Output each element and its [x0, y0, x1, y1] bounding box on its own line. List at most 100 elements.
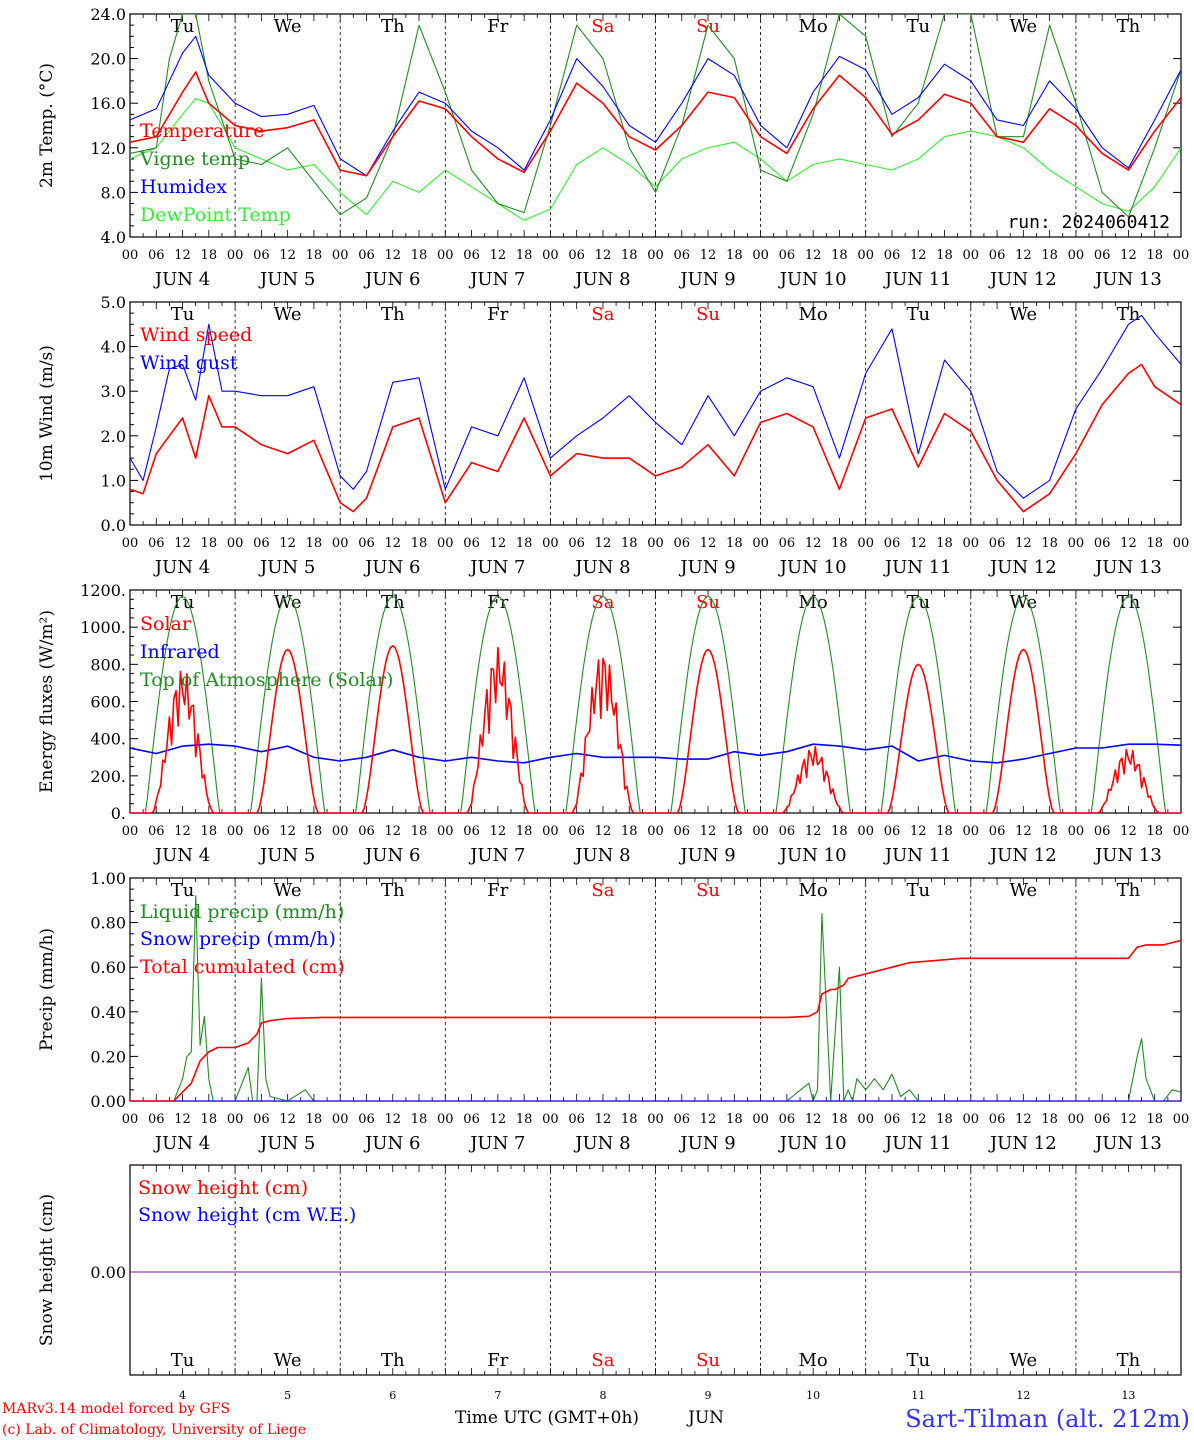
hour-tick-label: 00 — [122, 536, 139, 551]
day-name: We — [274, 304, 302, 325]
y-tick-label: 0.0 — [101, 516, 126, 535]
hour-tick-label: 12 — [700, 536, 717, 551]
hour-tick-label: 00 — [542, 1112, 559, 1127]
y-tick-label: 16.0 — [90, 94, 126, 113]
y-tick-label: 8.0 — [101, 183, 126, 202]
hour-tick-label: 00 — [1068, 536, 1085, 551]
hour-tick-label: 06 — [463, 1112, 480, 1127]
y-axis-label: 10m Wind (m/s) — [37, 345, 57, 482]
series-line-total-cumulated-cm — [130, 939, 1181, 1101]
day-name: Su — [696, 880, 720, 901]
hour-tick-label: 06 — [674, 824, 691, 839]
day-name: Su — [696, 1350, 720, 1371]
hour-tick-label: 18 — [201, 824, 218, 839]
day-number: 7 — [494, 1389, 501, 1402]
hour-tick-label: 12 — [1015, 536, 1032, 551]
day-name: Tu — [906, 592, 930, 613]
hour-tick-label: 12 — [279, 824, 296, 839]
hour-tick-label: 18 — [411, 1112, 428, 1127]
hour-tick-label: 06 — [1094, 248, 1111, 263]
legend-entry: Infrared — [140, 641, 220, 663]
day-name: Su — [696, 304, 720, 325]
series-line-temperature — [130, 71, 1181, 177]
hour-tick-label: 12 — [174, 248, 191, 263]
hour-tick-label: 12 — [384, 536, 401, 551]
hour-tick-label: 00 — [437, 1112, 454, 1127]
day-name: We — [274, 1350, 302, 1371]
y-tick-label: 5.0 — [101, 293, 126, 312]
day-name: Mo — [799, 16, 828, 37]
hour-tick-label: 18 — [936, 824, 953, 839]
day-number: 11 — [911, 1389, 925, 1402]
day-name: We — [274, 592, 302, 613]
date-label: JUN 7 — [468, 845, 525, 866]
hour-tick-label: 18 — [621, 248, 638, 263]
legend-entry: Snow height (cm) — [138, 1177, 308, 1199]
day-name: Tu — [906, 16, 930, 37]
hour-tick-label: 18 — [516, 824, 533, 839]
footer: MARv3.14 model forced by GFS (c) Lab. of… — [2, 1401, 1190, 1438]
hour-tick-label: 12 — [1120, 248, 1137, 263]
hour-tick-label: 12 — [174, 1112, 191, 1127]
hour-tick-label: 12 — [174, 536, 191, 551]
hour-tick-label: 06 — [253, 1112, 270, 1127]
hour-tick-label: 00 — [857, 536, 874, 551]
hour-tick-label: 00 — [332, 824, 349, 839]
y-tick-label: 20.0 — [90, 50, 126, 69]
hour-tick-label: 06 — [568, 536, 585, 551]
hour-tick-label: 12 — [1120, 536, 1137, 551]
hour-tick-label: 06 — [148, 824, 165, 839]
y-tick-label: 1.00 — [90, 869, 126, 888]
date-label: JUN 6 — [363, 1133, 420, 1154]
hour-tick-label: 00 — [1068, 248, 1085, 263]
hour-tick-label: 12 — [384, 824, 401, 839]
y-tick-label: 200. — [90, 767, 126, 786]
hour-tick-label: 00 — [437, 248, 454, 263]
day-name: Tu — [906, 1350, 930, 1371]
date-label: JUN 9 — [678, 845, 735, 866]
hour-tick-label: 00 — [122, 248, 139, 263]
y-tick-label: 1.0 — [101, 471, 126, 490]
y-axis-label: Energy fluxes (W/m²) — [37, 610, 57, 793]
legend-entry: Temperature — [140, 120, 264, 142]
day-name: Sa — [591, 592, 614, 613]
y-tick-label: 4.0 — [101, 338, 126, 357]
legend-entry: DewPoint Temp — [140, 204, 291, 226]
day-name: Sa — [591, 304, 614, 325]
legend-entry: Snow height (cm W.E.) — [138, 1204, 356, 1226]
hour-tick-label: 12 — [910, 1112, 927, 1127]
day-name: Mo — [799, 592, 828, 613]
y-tick-label: 0.00 — [90, 1092, 126, 1111]
date-label: JUN 9 — [678, 1133, 735, 1154]
hour-tick-label: 06 — [989, 1112, 1006, 1127]
day-name: Th — [381, 304, 405, 325]
hour-tick-label: 18 — [411, 824, 428, 839]
day-name: Th — [1117, 304, 1141, 325]
day-name: Th — [1117, 880, 1141, 901]
day-name: We — [274, 16, 302, 37]
hour-tick-label: 00 — [332, 1112, 349, 1127]
hour-tick-label: 06 — [989, 824, 1006, 839]
day-name: Fr — [487, 1350, 508, 1371]
y-tick-label: 1000. — [80, 618, 126, 637]
date-label: JUN 5 — [258, 845, 315, 866]
day-number: 12 — [1016, 1389, 1030, 1402]
hour-tick-label: 00 — [963, 536, 980, 551]
hour-tick-label: 18 — [1146, 248, 1163, 263]
date-label: JUN 13 — [1093, 557, 1162, 578]
model-credit: MARv3.14 model forced by GFS — [2, 1401, 230, 1417]
plot-frame — [129, 301, 1182, 526]
series-group — [130, 895, 1181, 1101]
series-line-humidex — [130, 35, 1181, 177]
hour-tick-label: 18 — [516, 248, 533, 263]
date-label: JUN 8 — [573, 557, 630, 578]
day-name: Th — [1117, 592, 1141, 613]
hour-tick-label: 06 — [779, 1112, 796, 1127]
hour-tick-label: 12 — [1015, 824, 1032, 839]
y-tick-label: 0.60 — [90, 958, 126, 977]
hour-tick-label: 00 — [542, 536, 559, 551]
hour-tick-label: 06 — [568, 248, 585, 263]
station-name: Sart-Tilman (alt. 212m) — [905, 1405, 1190, 1433]
date-label: JUN 10 — [778, 1133, 847, 1154]
day-name: Sa — [591, 1350, 614, 1371]
